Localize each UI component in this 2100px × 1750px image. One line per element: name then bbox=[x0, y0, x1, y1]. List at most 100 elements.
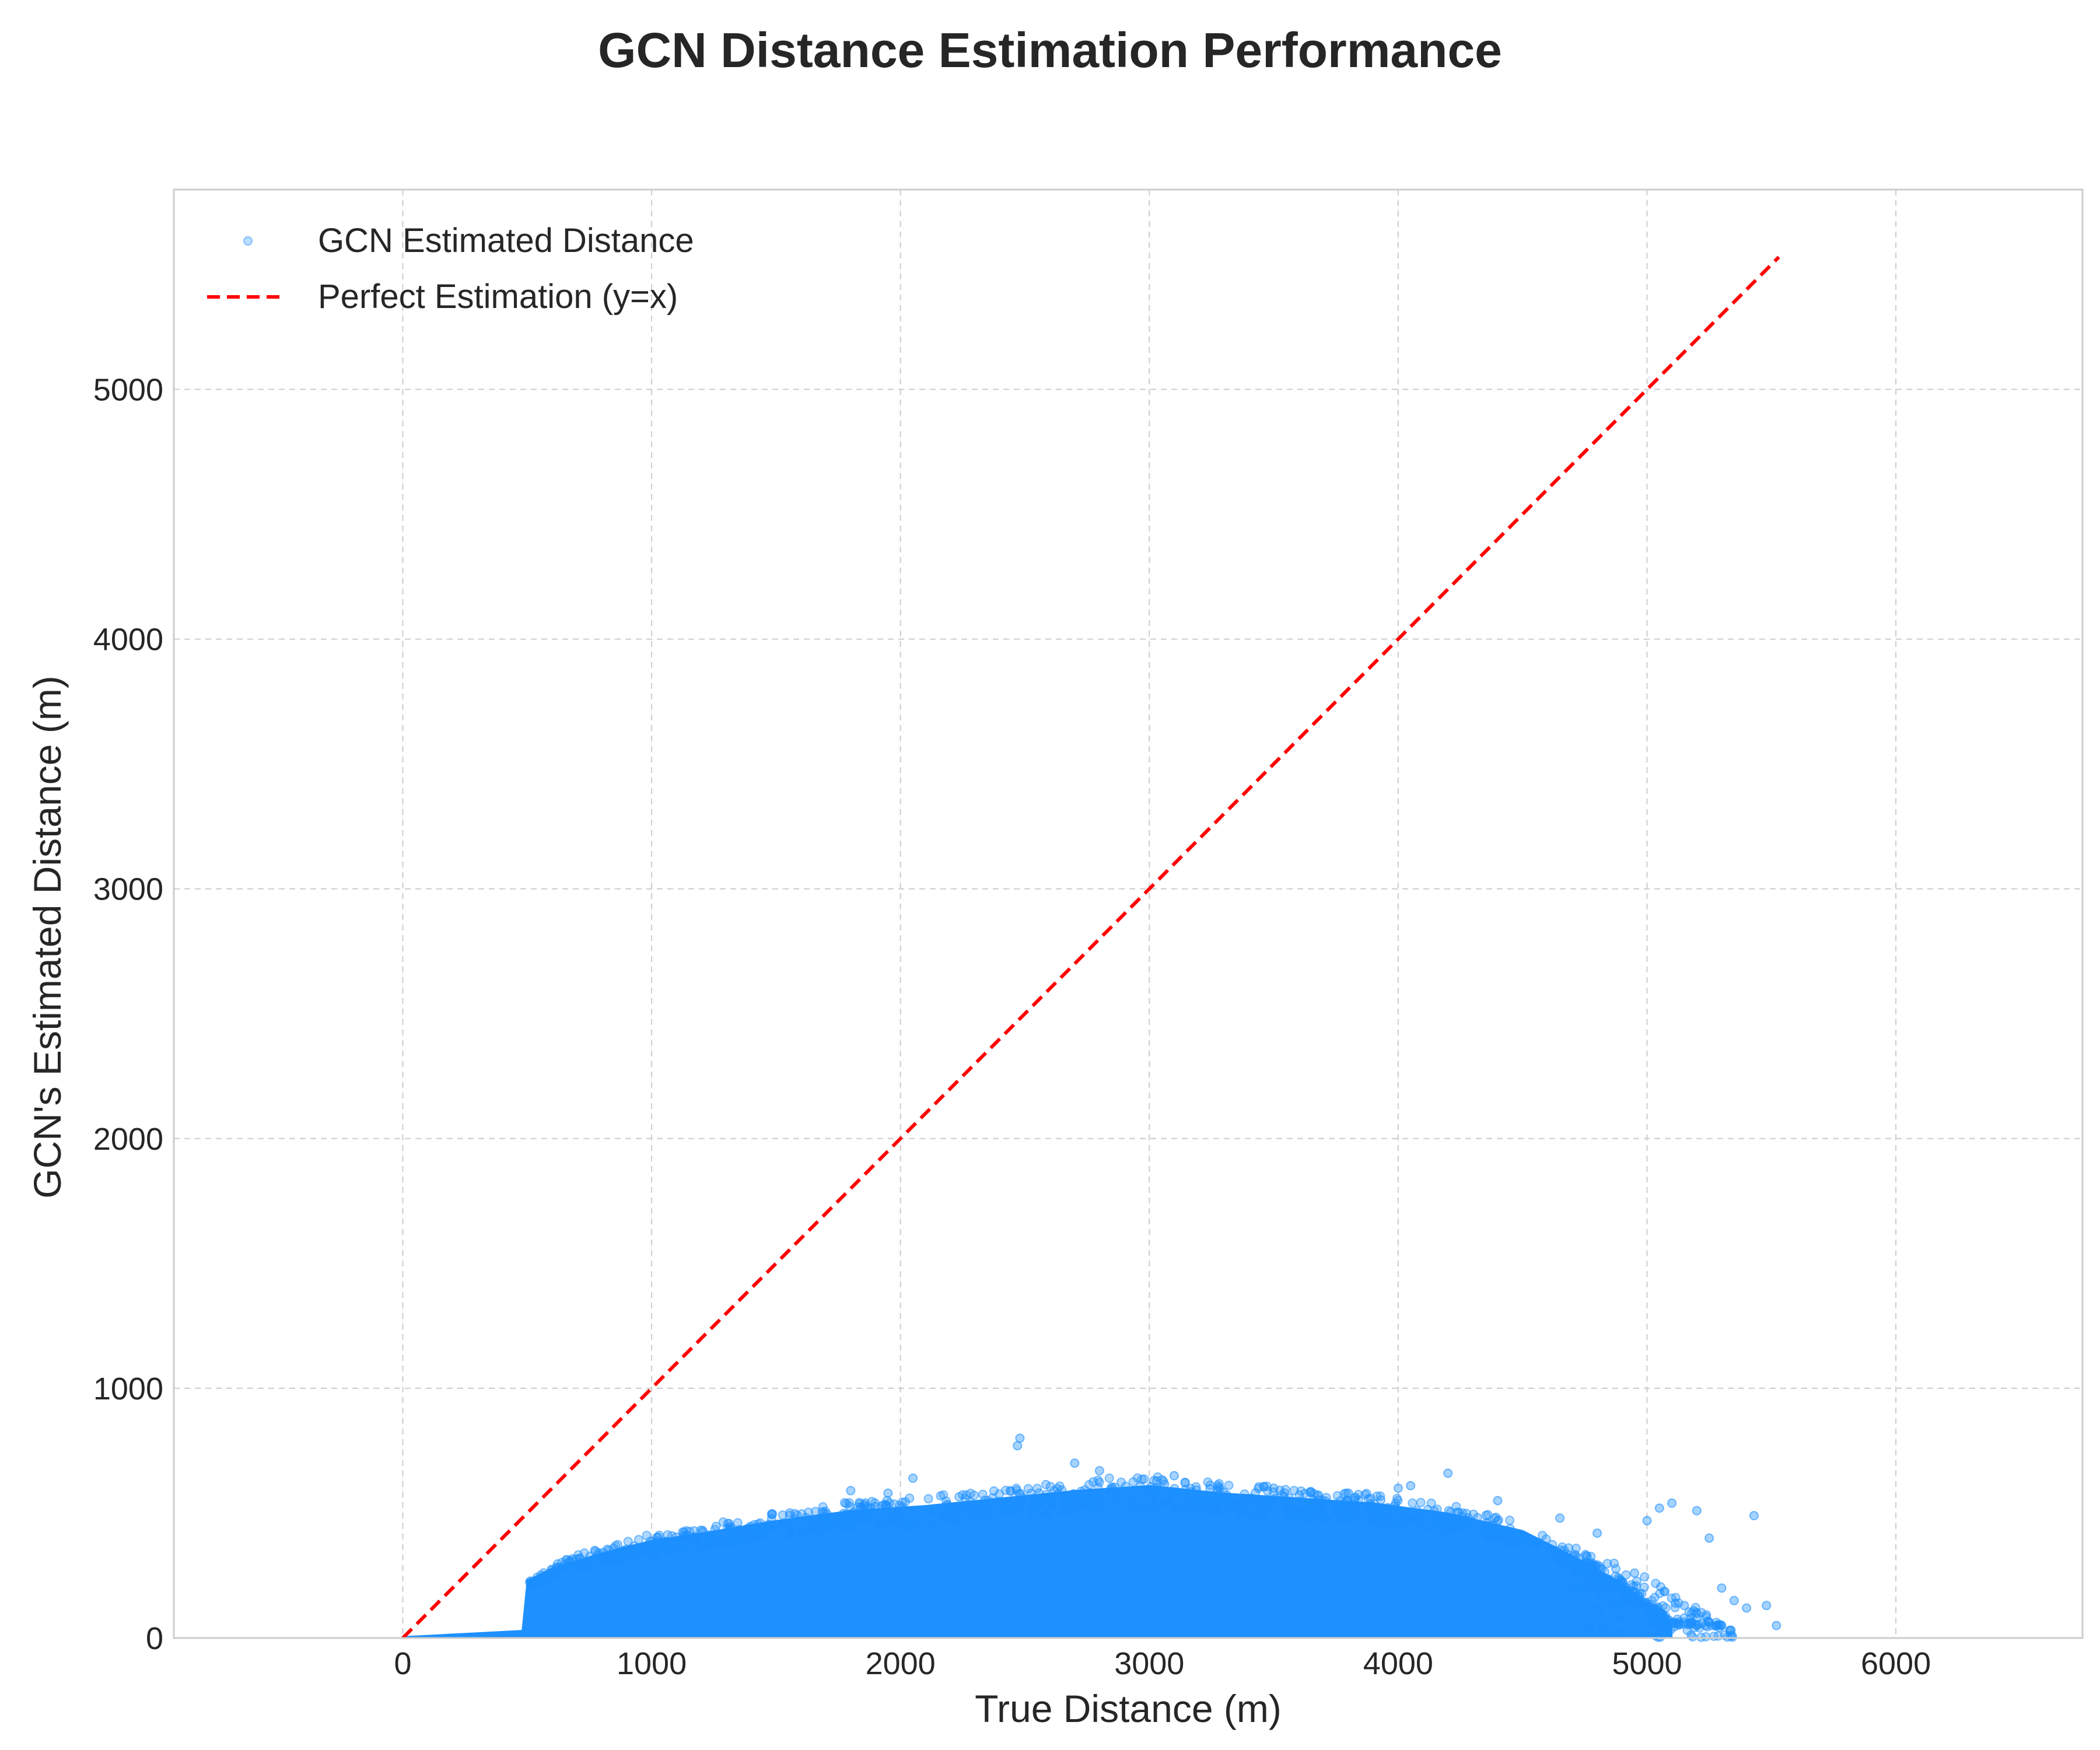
scatter-point bbox=[1094, 1477, 1104, 1487]
scatter-point bbox=[1670, 1602, 1680, 1612]
scatter-point bbox=[1587, 1559, 1597, 1569]
scatter-point bbox=[1365, 1504, 1375, 1514]
scatter-point bbox=[877, 1501, 887, 1511]
scatter-point bbox=[1639, 1582, 1649, 1592]
scatter-point bbox=[796, 1524, 806, 1534]
scatter-point bbox=[1069, 1489, 1079, 1499]
scatter-point bbox=[1009, 1504, 1019, 1514]
scatter-point bbox=[1211, 1509, 1221, 1519]
scatter-outlier-point bbox=[1717, 1583, 1727, 1593]
scatter-point bbox=[785, 1522, 795, 1532]
scatter-outlier-point bbox=[1729, 1595, 1739, 1605]
scatter-point bbox=[1181, 1485, 1191, 1494]
scatter-outlier-point bbox=[1070, 1458, 1080, 1468]
scatter-point bbox=[1483, 1510, 1493, 1520]
scatter-point bbox=[1571, 1544, 1581, 1553]
scatter-point bbox=[802, 1513, 811, 1522]
scatter-point bbox=[579, 1548, 589, 1558]
scatter-point bbox=[914, 1521, 924, 1531]
scatter-point bbox=[1391, 1503, 1401, 1513]
scatter-point bbox=[1432, 1504, 1442, 1514]
scatter-point bbox=[1086, 1488, 1096, 1498]
scatter-point bbox=[1041, 1509, 1051, 1519]
scatter-point bbox=[1426, 1498, 1436, 1508]
scatter-point bbox=[1452, 1507, 1462, 1517]
scatter-point bbox=[1661, 1603, 1671, 1613]
scatter-point bbox=[712, 1539, 722, 1549]
scatter-point bbox=[1336, 1516, 1346, 1525]
scatter-point bbox=[1041, 1480, 1051, 1489]
scatter-point bbox=[1570, 1569, 1580, 1578]
scatter-point bbox=[1582, 1551, 1592, 1561]
y-tick-label: 5000 bbox=[93, 372, 163, 407]
scatter-point bbox=[1046, 1501, 1056, 1511]
scatter-point bbox=[810, 1507, 820, 1517]
scatter-point bbox=[1585, 1601, 1595, 1611]
scatter-point bbox=[753, 1519, 763, 1529]
scatter-point bbox=[558, 1563, 567, 1573]
scatter-point bbox=[1545, 1544, 1555, 1554]
scatter-point bbox=[1609, 1559, 1619, 1568]
scatter-point bbox=[1270, 1513, 1280, 1522]
scatter-point bbox=[1637, 1618, 1647, 1628]
scatter-point bbox=[1408, 1498, 1418, 1508]
scatter-point bbox=[1611, 1564, 1620, 1574]
scatter-point bbox=[847, 1521, 857, 1531]
scatter-point bbox=[1446, 1507, 1455, 1517]
scatter-point bbox=[1107, 1490, 1116, 1500]
scatter-point bbox=[1634, 1592, 1644, 1601]
scatter-point bbox=[1638, 1627, 1648, 1637]
scatter-point bbox=[1431, 1517, 1441, 1527]
scatter-point bbox=[593, 1548, 603, 1558]
scatter-point bbox=[1157, 1475, 1167, 1485]
scatter-point bbox=[1114, 1490, 1123, 1500]
scatter-point bbox=[943, 1516, 953, 1525]
scatter-point bbox=[527, 1582, 537, 1592]
scatter-point bbox=[1419, 1524, 1429, 1534]
scatter-point bbox=[1224, 1480, 1234, 1490]
scatter-point bbox=[1214, 1479, 1224, 1489]
scatter-outlier-point bbox=[1749, 1511, 1759, 1521]
x-axis-label: True Distance (m) bbox=[975, 1687, 1282, 1730]
chart-title: GCN Distance Estimation Performance bbox=[598, 23, 1502, 78]
scatter-outlier-point bbox=[1169, 1471, 1179, 1480]
scatter-point bbox=[1498, 1527, 1507, 1537]
scatter-outlier-point bbox=[908, 1474, 918, 1483]
scatter-point bbox=[827, 1524, 836, 1534]
scatter-point bbox=[1312, 1491, 1322, 1501]
x-tick-label: 2000 bbox=[866, 1646, 936, 1681]
scatter-point bbox=[674, 1544, 684, 1553]
scatter-point bbox=[1671, 1592, 1681, 1602]
scatter-point bbox=[788, 1531, 797, 1541]
scatter-point bbox=[906, 1521, 915, 1531]
scatter-point bbox=[1575, 1597, 1585, 1607]
scatter-point bbox=[767, 1510, 777, 1520]
scatter-point bbox=[1305, 1511, 1315, 1521]
scatter-point bbox=[1662, 1625, 1672, 1634]
scatter-point bbox=[1583, 1572, 1592, 1581]
scatter-point bbox=[929, 1507, 939, 1517]
scatter-point bbox=[744, 1525, 754, 1535]
scatter-point bbox=[1045, 1482, 1055, 1492]
scatter-point bbox=[717, 1537, 727, 1547]
scatter-point bbox=[1451, 1525, 1461, 1535]
scatter-outlier-point bbox=[1493, 1496, 1503, 1506]
scatter-point bbox=[740, 1535, 750, 1545]
tick-labels: 0 1000 2000 3000 4000 5000 6000 0 1000 2000 3000 40… bbox=[93, 372, 1931, 1681]
scatter-point bbox=[1303, 1511, 1312, 1521]
scatter-point bbox=[1259, 1497, 1269, 1507]
scatter-point bbox=[1261, 1508, 1270, 1518]
scatter-point bbox=[1674, 1617, 1684, 1627]
scatter-outlier-point bbox=[1443, 1468, 1453, 1478]
scatter-point bbox=[883, 1517, 893, 1527]
scatter-point bbox=[1224, 1504, 1234, 1514]
scatter-outlier-point bbox=[1692, 1506, 1702, 1516]
scatter-point bbox=[1335, 1505, 1345, 1515]
scatter-point bbox=[693, 1544, 703, 1554]
scatter-outlier-point bbox=[1269, 1483, 1279, 1493]
scatter-point bbox=[1400, 1510, 1410, 1520]
scatter-point bbox=[842, 1499, 851, 1508]
scatter-point bbox=[989, 1486, 999, 1496]
reference-line-series bbox=[401, 256, 1780, 1640]
